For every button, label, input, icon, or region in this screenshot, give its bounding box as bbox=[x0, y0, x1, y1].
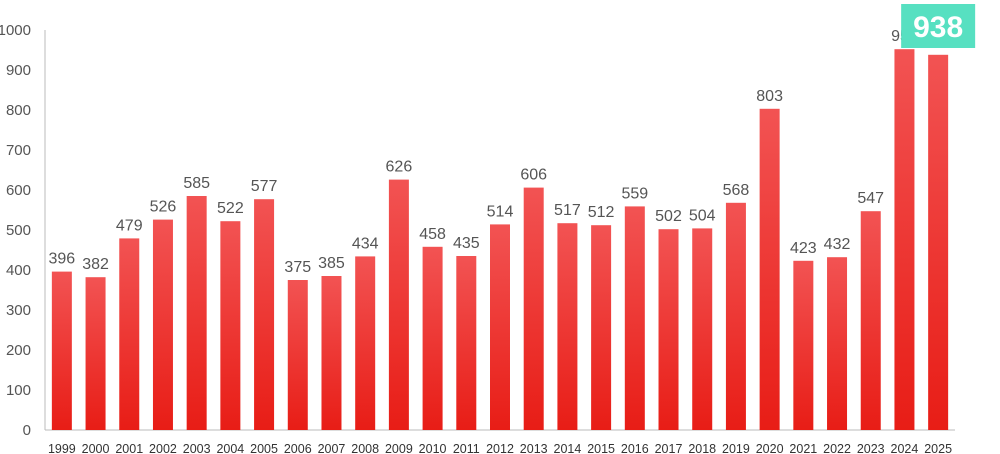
y-tick-label-600: 600 bbox=[6, 182, 31, 199]
x-tick-label-2009: 2009 bbox=[385, 442, 413, 454]
x-tick-label-2004: 2004 bbox=[216, 442, 244, 454]
data-label-2004: 522 bbox=[217, 200, 244, 217]
highlight-label-2025: 938 bbox=[913, 11, 963, 44]
data-label-2010: 458 bbox=[419, 226, 446, 243]
x-tick-label-2021: 2021 bbox=[789, 442, 817, 454]
data-label-2012: 514 bbox=[487, 203, 514, 220]
x-tick-label-2003: 2003 bbox=[183, 442, 211, 454]
y-tick-label-300: 300 bbox=[6, 302, 31, 319]
data-label-2002: 526 bbox=[150, 199, 177, 216]
bar-2017 bbox=[658, 229, 679, 430]
x-tick-label-2017: 2017 bbox=[655, 442, 683, 454]
bar-2016 bbox=[624, 206, 645, 430]
bar-2014 bbox=[557, 223, 578, 430]
bar-2006 bbox=[287, 280, 308, 430]
bar-2024 bbox=[894, 49, 915, 430]
data-label-2018: 504 bbox=[689, 207, 716, 224]
x-tick-label-2014: 2014 bbox=[554, 442, 582, 454]
x-tick-label-2020: 2020 bbox=[756, 442, 784, 454]
bar-2002 bbox=[152, 219, 173, 430]
bar-2022 bbox=[827, 257, 848, 430]
data-label-2015: 512 bbox=[588, 204, 615, 221]
y-tick-label-1000: 1000 bbox=[0, 22, 31, 39]
x-tick-label-2019: 2019 bbox=[722, 442, 750, 454]
bar-2001 bbox=[119, 238, 140, 430]
x-tick-label-2015: 2015 bbox=[587, 442, 615, 454]
y-tick-label-100: 100 bbox=[6, 382, 31, 399]
x-tick-label-2007: 2007 bbox=[318, 442, 346, 454]
data-label-2006: 375 bbox=[284, 259, 311, 276]
y-tick-label-400: 400 bbox=[6, 262, 31, 279]
data-label-2020: 803 bbox=[756, 88, 783, 105]
data-label-2008: 434 bbox=[352, 235, 379, 252]
bars bbox=[51, 49, 949, 431]
x-tick-label-2008: 2008 bbox=[351, 442, 379, 454]
x-tick-label-2011: 2011 bbox=[453, 442, 480, 454]
data-label-2021: 423 bbox=[790, 240, 817, 257]
bar-2020 bbox=[759, 108, 780, 431]
data-label-2005: 577 bbox=[251, 178, 278, 195]
data-label-2013: 606 bbox=[520, 167, 547, 184]
data-label-2017: 502 bbox=[655, 208, 682, 225]
y-tick-label-700: 700 bbox=[6, 142, 31, 159]
x-tick-label-2018: 2018 bbox=[688, 442, 716, 454]
data-label-2000: 382 bbox=[82, 256, 109, 273]
x-tick-label-1999: 1999 bbox=[48, 442, 76, 454]
bar-1999 bbox=[51, 271, 72, 430]
x-axis: 1999 2000 2001 2002 2003 2004 2005 2006 2007 2008… bbox=[45, 429, 955, 454]
bar-2021 bbox=[793, 260, 814, 430]
x-tick-label-2023: 2023 bbox=[857, 442, 885, 454]
x-tick-label-2013: 2013 bbox=[520, 442, 548, 454]
x-tick-label-2010: 2010 bbox=[419, 442, 447, 454]
bar-2019 bbox=[725, 202, 746, 430]
bar-2015 bbox=[591, 225, 612, 430]
x-tick-label-2024: 2024 bbox=[891, 442, 919, 454]
y-tick-label-500: 500 bbox=[6, 222, 31, 239]
x-tick-label-2005: 2005 bbox=[250, 442, 278, 454]
data-label-2014: 517 bbox=[554, 202, 581, 219]
bar-2010 bbox=[422, 246, 443, 430]
x-tick-label-2006: 2006 bbox=[284, 442, 312, 454]
data-label-2019: 568 bbox=[723, 182, 750, 199]
highlight-badge bbox=[901, 4, 976, 48]
data-label-2009: 626 bbox=[386, 159, 413, 176]
data-label-2016: 559 bbox=[621, 185, 648, 202]
data-label-2022: 432 bbox=[824, 236, 851, 253]
bar-2023 bbox=[860, 211, 881, 430]
x-tick-label-2016: 2016 bbox=[621, 442, 649, 454]
x-tick-label-2002: 2002 bbox=[149, 442, 177, 454]
bar-2005 bbox=[254, 199, 275, 430]
y-tick-label-0: 0 bbox=[23, 422, 31, 439]
data-label-1999: 396 bbox=[49, 251, 76, 268]
bar-2008 bbox=[355, 256, 376, 430]
bar-2007 bbox=[321, 276, 342, 430]
data-label-2003: 585 bbox=[183, 175, 210, 192]
data-label-2007: 385 bbox=[318, 255, 345, 272]
bar-2013 bbox=[523, 187, 544, 430]
data-labels: 396 382 479 526 585 522 577 375 385 434 626 458 435 5… bbox=[49, 28, 918, 276]
x-tick-label-2012: 2012 bbox=[486, 442, 514, 454]
y-axis: 0 100 200 300 400 500 600 700 800 900 1000 bbox=[0, 22, 46, 439]
data-label-2001: 479 bbox=[116, 217, 143, 234]
x-tick-label-2000: 2000 bbox=[82, 442, 110, 454]
bar-2000 bbox=[85, 277, 106, 430]
data-label-2023: 547 bbox=[857, 190, 884, 207]
bar-2009 bbox=[388, 179, 409, 430]
y-tick-label-800: 800 bbox=[6, 102, 31, 119]
bar-2003 bbox=[186, 196, 207, 430]
bar-2004 bbox=[220, 221, 241, 430]
x-tick-label-2025: 2025 bbox=[924, 442, 952, 454]
x-tick-label-2022: 2022 bbox=[823, 442, 851, 454]
y-tick-label-200: 200 bbox=[6, 342, 31, 359]
bar-2011 bbox=[456, 256, 477, 430]
bar-2012 bbox=[490, 224, 510, 430]
highlight-callout: 938 bbox=[901, 4, 976, 48]
bar-2025 bbox=[928, 54, 949, 431]
bar-2018 bbox=[692, 228, 713, 430]
y-tick-label-900: 900 bbox=[6, 62, 31, 79]
data-label-2011: 435 bbox=[453, 235, 480, 252]
x-tick-label-2001: 2001 bbox=[115, 442, 143, 454]
